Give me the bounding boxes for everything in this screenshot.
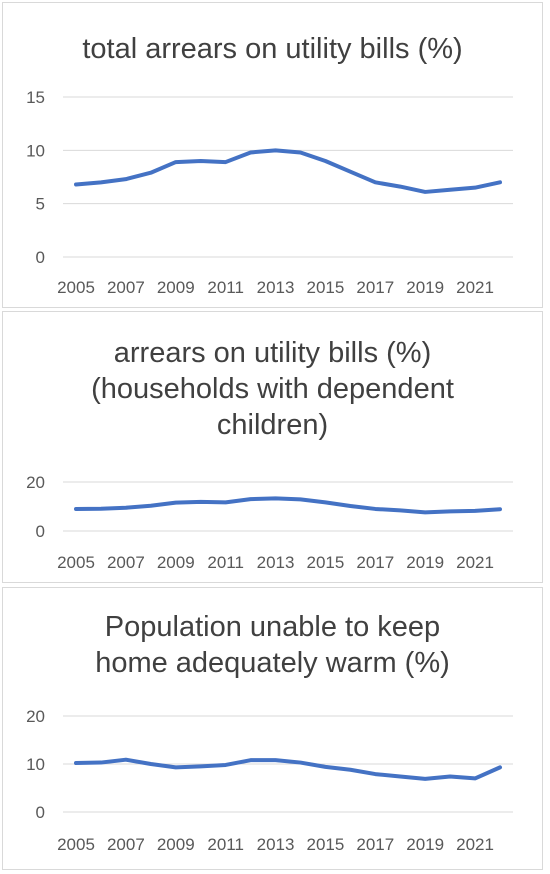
- chart-panel-2: arrears on utility bills (%) (households…: [2, 311, 543, 583]
- x-tick-label: 2011: [207, 278, 244, 297]
- y-tick-label: 5: [36, 195, 45, 214]
- x-tick-label: 2011: [207, 835, 244, 854]
- x-tick-label: 2005: [57, 278, 95, 297]
- chart-title: total arrears on utility bills (%): [82, 33, 463, 65]
- chart-plot-1: 0 5 10 15 2005 2007 2009 2011 2013 2015 2017 2019 20…: [26, 88, 513, 297]
- chart-panel-1: total arrears on utility bills (%) 0 5 10 1…: [2, 2, 543, 308]
- x-tick-label: 2015: [306, 553, 344, 572]
- chart-panel-3: Population unable to keep home adequatel…: [2, 587, 543, 870]
- x-tick-label: 2017: [356, 553, 394, 572]
- chart-title: Population unable to keep home adequatel…: [3, 610, 542, 682]
- x-tick-label: 2013: [257, 835, 295, 854]
- chart-title-line-2: home adequately warm (%): [95, 646, 450, 679]
- chart-title-line-3: children): [216, 408, 329, 441]
- x-tick-label: 2021: [456, 835, 494, 854]
- x-tick-label: 2009: [157, 835, 195, 854]
- x-tick-label: 2007: [107, 553, 145, 572]
- y-tick-label: 10: [26, 141, 45, 160]
- x-tick-label: 2005: [57, 835, 95, 854]
- series-line: [74, 148, 502, 194]
- x-tick-label: 2009: [157, 278, 195, 297]
- y-tick-label: 20: [26, 473, 45, 492]
- x-tick-label: 2015: [306, 278, 344, 297]
- x-tick-label: 2007: [107, 835, 145, 854]
- x-tick-label: 2009: [157, 553, 195, 572]
- x-tick-label: 2013: [257, 278, 295, 297]
- x-tick-label: 2019: [406, 835, 444, 854]
- x-tick-label: 2005: [57, 553, 95, 572]
- x-tick-label: 2007: [107, 278, 145, 297]
- y-tick-label: 15: [26, 88, 45, 107]
- y-tick-label: 20: [26, 707, 45, 726]
- x-tick-label: 2019: [406, 553, 444, 572]
- x-tick-label: 2013: [257, 553, 295, 572]
- y-tick-label: 10: [26, 755, 45, 774]
- y-tick-label: 0: [36, 803, 45, 822]
- x-tick-label: 2019: [406, 278, 444, 297]
- x-tick-label: 2021: [456, 278, 494, 297]
- chart-plot-3: 0 10 20 2005 2007 2009 2011 2013 2015 2017 2019 202…: [26, 707, 513, 854]
- chart-title: arrears on utility bills (%) (households…: [3, 336, 542, 444]
- chart-title-line-1: arrears on utility bills (%): [113, 337, 432, 369]
- y-tick-label: 0: [36, 248, 45, 267]
- y-tick-label: 0: [36, 522, 45, 541]
- chart-title-line-2: (households with dependent: [91, 372, 454, 405]
- chart-title-line-1: Population unable to keep: [104, 611, 441, 643]
- series-line: [74, 757, 502, 781]
- x-tick-label: 2015: [306, 835, 344, 854]
- x-tick-label: 2021: [456, 553, 494, 572]
- chart-plot-2: 0 20 2005 2007 2009 2011 2013 2015 2017 2019 2021: [26, 473, 513, 572]
- series-line: [74, 496, 502, 515]
- x-tick-label: 2017: [356, 278, 394, 297]
- x-tick-label: 2011: [207, 553, 244, 572]
- x-tick-label: 2017: [356, 835, 394, 854]
